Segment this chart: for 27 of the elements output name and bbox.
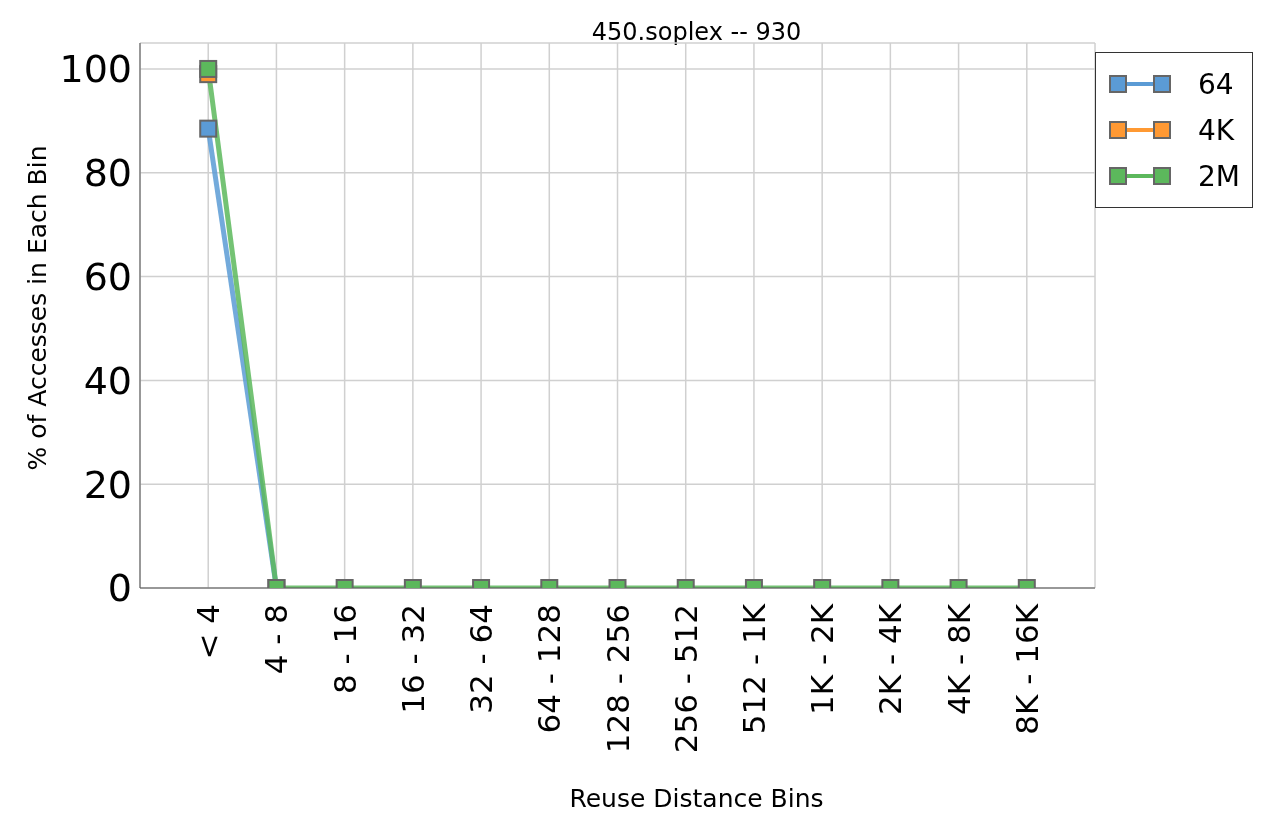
x-tick-label: 32 - 64 bbox=[463, 604, 500, 714]
x-tick-label: 16 - 32 bbox=[394, 604, 431, 714]
x-tick-label: 8K - 16K bbox=[1008, 603, 1045, 735]
x-tick-label: < 4 bbox=[190, 604, 227, 660]
y-tick-label: 20 bbox=[83, 462, 132, 507]
y-axis-title: % of Accesses in Each Bin bbox=[22, 145, 52, 471]
x-tick-label: 4K - 8K bbox=[940, 603, 977, 715]
x-tick-label: 128 - 256 bbox=[599, 604, 636, 754]
legend-label: 64 bbox=[1198, 67, 1234, 101]
x-axis-title: Reuse Distance Bins bbox=[568, 784, 825, 813]
x-tick-label: 8 - 16 bbox=[326, 604, 363, 695]
y-tick-label: 100 bbox=[59, 47, 132, 92]
point bbox=[199, 119, 218, 138]
x-tick-label: 64 - 128 bbox=[531, 604, 568, 734]
x-tick-label: 512 - 1K bbox=[735, 603, 772, 735]
y-tick-label: 60 bbox=[83, 255, 132, 300]
legend-label: 4K bbox=[1198, 113, 1235, 147]
legend-label: 2M bbox=[1198, 159, 1240, 193]
y-tick-label: 80 bbox=[83, 151, 132, 196]
x-tick-label: 1K - 2K bbox=[804, 603, 841, 715]
x-tick-label: 2K - 4K bbox=[872, 603, 909, 715]
point bbox=[199, 59, 218, 78]
y-tick-label: 40 bbox=[83, 358, 132, 403]
x-tick-label: 256 - 512 bbox=[667, 604, 704, 754]
x-tick-label: 4 - 8 bbox=[258, 604, 295, 675]
chart-title: 450.soplex -- 930 bbox=[590, 18, 803, 46]
y-tick-label: 0 bbox=[107, 566, 132, 611]
